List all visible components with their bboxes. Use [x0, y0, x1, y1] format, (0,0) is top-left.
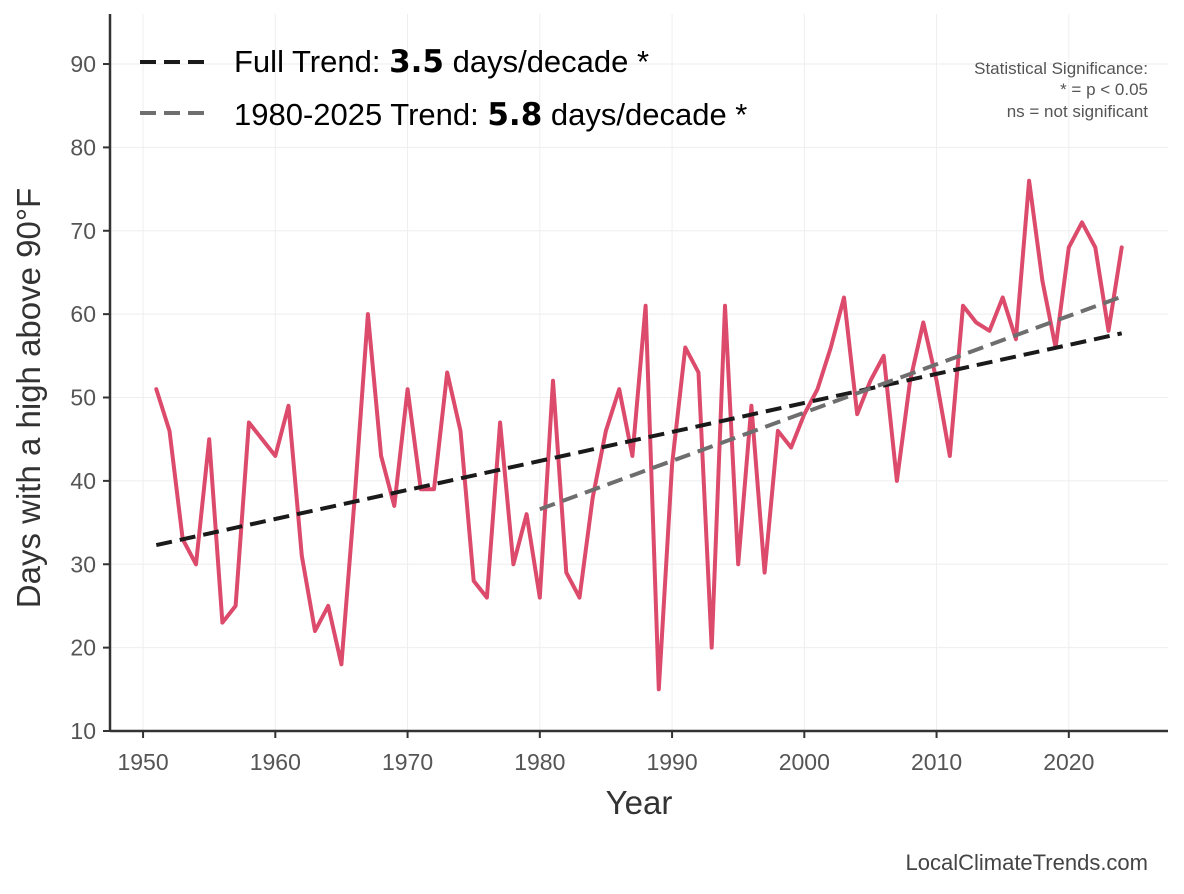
significance-line-1: * = p < 0.05 — [1060, 80, 1148, 99]
y-tick-label-20: 20 — [70, 635, 96, 661]
x-tick-label-1990: 1990 — [646, 749, 697, 775]
legend-recent-prefix: 1980-2025 Trend: — [234, 97, 487, 132]
x-tick-label-1960: 1960 — [250, 749, 301, 775]
significance-title: Statistical Significance: — [974, 59, 1148, 78]
legend-full-value: 3.5 — [389, 44, 444, 80]
y-tick-label-40: 40 — [70, 468, 96, 494]
trend-layer — [156, 297, 1121, 545]
x-axis-title: Year — [606, 784, 673, 821]
series-layer — [156, 181, 1122, 690]
significance-annotation: Statistical Significance: * = p < 0.05 n… — [974, 59, 1148, 121]
x-tick-label-2010: 2010 — [911, 749, 962, 775]
y-tick-label-10: 10 — [70, 718, 96, 744]
y-axis-title: Days with a high above 90°F — [10, 188, 47, 608]
significance-line-2: ns = not significant — [1007, 102, 1149, 121]
legend-full-suffix: days/decade * — [444, 44, 649, 79]
site-credit: LocalClimateTrends.com — [906, 850, 1149, 875]
x-tick-label-2020: 2020 — [1043, 749, 1094, 775]
legend: Full Trend: 3.5 days/decade * 1980-2025 … — [140, 44, 747, 133]
legend-recent-suffix: days/decade * — [542, 97, 747, 132]
x-tick-label-2000: 2000 — [779, 749, 830, 775]
y-tick-label-70: 70 — [70, 218, 96, 244]
y-tick-label-90: 90 — [70, 51, 96, 77]
legend-label-1980-2025-trend: 1980-2025 Trend: 5.8 days/decade * — [234, 97, 747, 133]
y-tick-label-80: 80 — [70, 134, 96, 160]
trend-line-1980-2025 — [540, 297, 1122, 510]
legend-full-prefix: Full Trend: — [234, 44, 389, 79]
legend-label-full-trend: Full Trend: 3.5 days/decade * — [234, 44, 649, 80]
y-tick-label-30: 30 — [70, 551, 96, 577]
x-tick-label-1950: 1950 — [117, 749, 168, 775]
legend-recent-value: 5.8 — [487, 97, 542, 133]
y-tick-label-50: 50 — [70, 385, 96, 411]
x-tick-label-1970: 1970 — [382, 749, 433, 775]
series-line-0 — [156, 181, 1121, 690]
x-tick-label-1980: 1980 — [514, 749, 565, 775]
y-tick-label-60: 60 — [70, 301, 96, 327]
